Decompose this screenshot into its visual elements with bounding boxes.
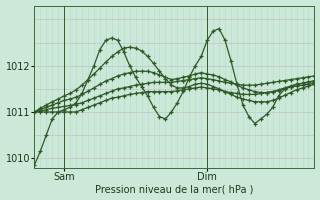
X-axis label: Pression niveau de la mer( hPa ): Pression niveau de la mer( hPa ): [95, 184, 253, 194]
